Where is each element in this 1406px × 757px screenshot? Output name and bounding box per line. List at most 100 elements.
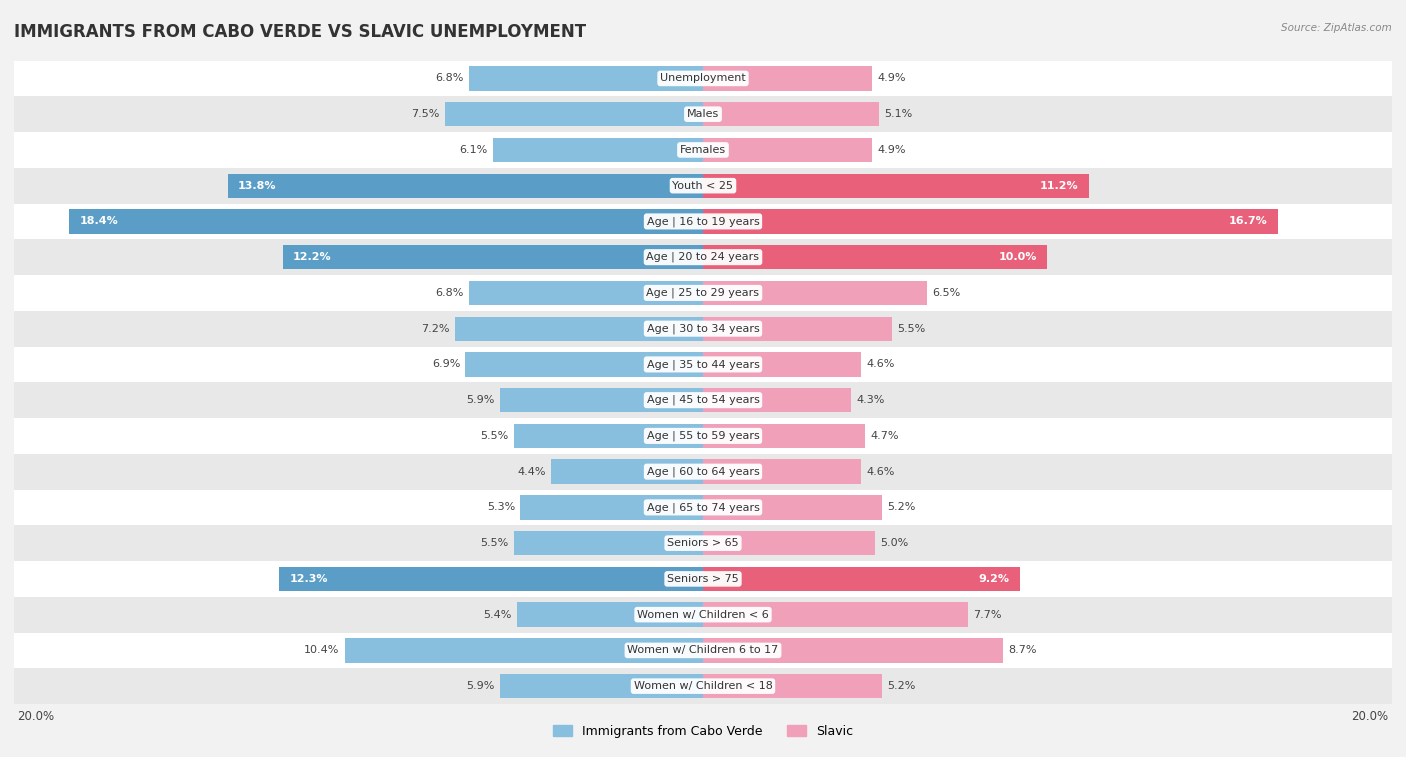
Text: 20.0%: 20.0% — [17, 710, 55, 723]
Text: Age | 25 to 29 years: Age | 25 to 29 years — [647, 288, 759, 298]
Text: 6.1%: 6.1% — [460, 145, 488, 155]
Bar — [14, 453, 1392, 490]
Bar — [703, 138, 872, 162]
Text: 12.2%: 12.2% — [292, 252, 332, 262]
Bar — [14, 633, 1392, 668]
Bar — [703, 674, 882, 698]
Text: 13.8%: 13.8% — [238, 181, 277, 191]
Bar — [551, 459, 703, 484]
Text: Women w/ Children 6 to 17: Women w/ Children 6 to 17 — [627, 646, 779, 656]
Bar — [703, 245, 1047, 269]
Text: 4.7%: 4.7% — [870, 431, 898, 441]
Text: 5.2%: 5.2% — [887, 503, 915, 512]
Text: 6.5%: 6.5% — [932, 288, 960, 298]
Bar — [703, 424, 865, 448]
Bar — [14, 168, 1392, 204]
Bar — [703, 388, 851, 413]
Bar — [703, 567, 1019, 591]
Text: Age | 65 to 74 years: Age | 65 to 74 years — [647, 502, 759, 512]
Bar — [703, 459, 862, 484]
Text: Seniors > 75: Seniors > 75 — [666, 574, 740, 584]
Text: 7.2%: 7.2% — [422, 324, 450, 334]
Text: 6.8%: 6.8% — [436, 288, 464, 298]
Text: Women w/ Children < 6: Women w/ Children < 6 — [637, 609, 769, 620]
Text: Source: ZipAtlas.com: Source: ZipAtlas.com — [1281, 23, 1392, 33]
Text: 5.4%: 5.4% — [484, 609, 512, 620]
Bar — [14, 347, 1392, 382]
Text: 7.5%: 7.5% — [411, 109, 440, 119]
Text: 6.9%: 6.9% — [432, 360, 460, 369]
Text: 18.4%: 18.4% — [80, 217, 118, 226]
Bar — [14, 490, 1392, 525]
Bar — [703, 209, 1278, 234]
Bar — [703, 67, 872, 91]
Bar — [14, 525, 1392, 561]
Bar — [14, 382, 1392, 418]
Text: 4.6%: 4.6% — [866, 360, 896, 369]
Text: IMMIGRANTS FROM CABO VERDE VS SLAVIC UNEMPLOYMENT: IMMIGRANTS FROM CABO VERDE VS SLAVIC UNE… — [14, 23, 586, 41]
Bar — [703, 603, 969, 627]
Bar — [703, 638, 1002, 662]
Text: 11.2%: 11.2% — [1040, 181, 1078, 191]
Bar — [14, 668, 1392, 704]
Text: 7.7%: 7.7% — [973, 609, 1002, 620]
Text: Age | 30 to 34 years: Age | 30 to 34 years — [647, 323, 759, 334]
Bar — [703, 531, 875, 556]
Text: 5.3%: 5.3% — [486, 503, 515, 512]
Bar — [703, 316, 893, 341]
Text: 5.0%: 5.0% — [880, 538, 908, 548]
Bar — [513, 424, 703, 448]
Bar — [283, 245, 703, 269]
Text: 12.3%: 12.3% — [290, 574, 328, 584]
Bar — [465, 352, 703, 376]
Text: Males: Males — [688, 109, 718, 119]
Text: 4.3%: 4.3% — [856, 395, 884, 405]
Bar — [499, 674, 703, 698]
Bar — [517, 603, 703, 627]
Bar — [14, 597, 1392, 633]
Bar — [444, 102, 703, 126]
Bar — [513, 531, 703, 556]
Text: 5.9%: 5.9% — [467, 395, 495, 405]
Bar — [14, 204, 1392, 239]
Bar — [703, 495, 882, 519]
Text: 4.9%: 4.9% — [877, 145, 905, 155]
Bar — [468, 67, 703, 91]
Bar — [703, 281, 927, 305]
Bar — [344, 638, 703, 662]
Bar — [703, 352, 862, 376]
Bar — [499, 388, 703, 413]
Text: 8.7%: 8.7% — [1008, 646, 1036, 656]
Text: Age | 45 to 54 years: Age | 45 to 54 years — [647, 395, 759, 406]
Text: 5.1%: 5.1% — [884, 109, 912, 119]
Bar — [14, 275, 1392, 311]
Text: 10.4%: 10.4% — [304, 646, 340, 656]
Bar — [468, 281, 703, 305]
Bar — [703, 102, 879, 126]
Bar — [494, 138, 703, 162]
Text: 16.7%: 16.7% — [1229, 217, 1268, 226]
Bar — [703, 173, 1088, 198]
Text: Seniors > 65: Seniors > 65 — [668, 538, 738, 548]
Text: 20.0%: 20.0% — [1351, 710, 1389, 723]
Text: 4.6%: 4.6% — [866, 466, 896, 477]
Text: 5.2%: 5.2% — [887, 681, 915, 691]
Bar — [456, 316, 703, 341]
Text: Unemployment: Unemployment — [661, 73, 745, 83]
Bar — [14, 61, 1392, 96]
Text: 4.9%: 4.9% — [877, 73, 905, 83]
Text: Age | 35 to 44 years: Age | 35 to 44 years — [647, 359, 759, 369]
Text: Females: Females — [681, 145, 725, 155]
Bar — [14, 132, 1392, 168]
Text: 10.0%: 10.0% — [998, 252, 1038, 262]
Text: 4.4%: 4.4% — [517, 466, 547, 477]
Bar — [520, 495, 703, 519]
Text: Age | 20 to 24 years: Age | 20 to 24 years — [647, 252, 759, 263]
Text: Women w/ Children < 18: Women w/ Children < 18 — [634, 681, 772, 691]
Text: 5.5%: 5.5% — [897, 324, 927, 334]
Text: 5.5%: 5.5% — [479, 431, 509, 441]
Text: Youth < 25: Youth < 25 — [672, 181, 734, 191]
Bar — [14, 561, 1392, 597]
Text: 5.9%: 5.9% — [467, 681, 495, 691]
Bar — [69, 209, 703, 234]
